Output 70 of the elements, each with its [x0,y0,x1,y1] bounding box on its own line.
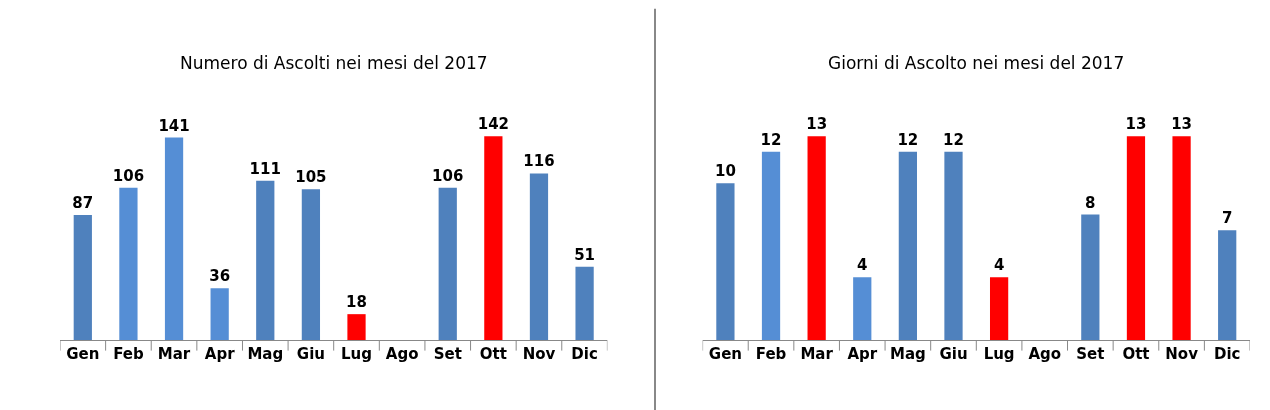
data-label: 142 [477,115,510,134]
x-tick-label: Gen [708,345,742,363]
x-tick-label: Mar [157,345,191,363]
x-tick-label: Set [1076,345,1105,363]
x-tick-label: Gen [66,345,100,363]
bar [301,189,321,340]
data-label: 18 [346,293,367,312]
data-label: 13 [1171,115,1193,134]
x-tick-label: Giu [939,345,968,363]
bar [1081,214,1100,340]
chart-title: Numero di Ascolti nei mesi del 2017 [180,53,488,73]
bar [164,137,184,340]
bar [1126,136,1146,340]
data-label: 4 [857,256,868,275]
data-label: 51 [574,245,596,264]
x-tick-label: Ago [385,345,419,363]
bar [529,173,549,340]
bar [73,215,92,340]
bar [575,266,594,340]
x-tick-label: Apr [204,345,236,363]
bar [256,180,275,340]
bar [438,187,457,340]
x-tick-label: Lug [983,345,1015,363]
bar [944,151,963,340]
bar [484,136,503,340]
x-tick-label: Dic [1213,345,1241,363]
x-tick-label: Nov [1165,345,1199,363]
bar [807,136,826,340]
bar [347,314,366,340]
data-label: 4 [993,256,1005,275]
data-label: 106 [432,166,464,185]
bar [210,288,229,340]
x-tick-label: Ott [479,345,507,363]
bar [716,183,735,340]
x-tick-label: Ago [1028,345,1062,363]
data-label: 105 [295,168,327,187]
data-label: 7 [1221,209,1233,228]
data-label: 8 [1085,193,1096,212]
chart-title: Giorni di Ascolto nei mesi del 2017 [828,53,1125,73]
x-tick-label: Mag [889,345,926,363]
bar [989,277,1009,340]
x-tick-label: Mag [247,345,284,363]
x-tick-label: Set [433,345,462,363]
x-tick-label: Dic [571,345,598,363]
data-label: 116 [523,152,555,171]
x-tick-label: Feb [755,345,787,363]
bar [853,277,872,340]
data-label: 12 [760,130,782,149]
x-tick-label: Nov [522,345,556,363]
data-label: 13 [1125,115,1147,134]
x-tick-label: Feb [113,345,144,363]
data-label: 12 [943,130,964,149]
x-tick-label: Lug [341,345,372,363]
x-tick-label: Ott [1122,345,1150,363]
x-tick-label: Apr [847,345,878,363]
x-tick-label: Giu [296,345,325,363]
data-label: 10 [714,162,736,181]
bar [761,151,781,340]
x-tick-label: Mar [800,345,834,363]
data-label: 13 [806,115,828,134]
bar [119,187,138,340]
bar [1218,230,1237,340]
bar [1172,136,1191,340]
data-label: 12 [897,130,919,149]
bar [898,151,917,340]
data-label: 87 [72,194,94,213]
data-label: 141 [158,116,190,135]
data-label: 111 [249,159,281,178]
data-label: 36 [209,267,231,286]
data-label: 106 [112,166,145,185]
